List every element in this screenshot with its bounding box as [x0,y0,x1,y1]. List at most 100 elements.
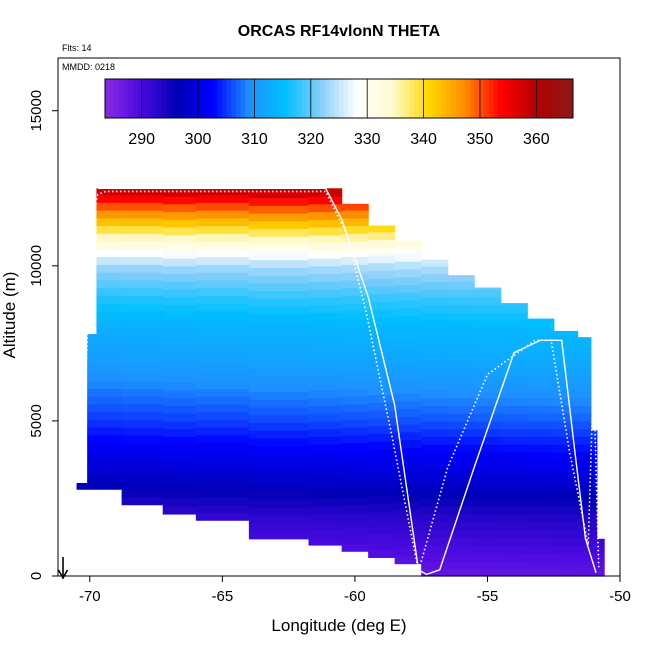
date-annotation: MMDD: 0218 [62,62,115,72]
heatmap-cell [577,420,592,430]
heatmap-cell [527,374,555,383]
heatmap-cell [421,265,449,275]
heatmap-cell [553,513,579,523]
heatmap-cell [596,538,605,546]
heatmap-cell [577,382,592,391]
heatmap-cell [341,481,369,490]
colorbar-cell [217,79,223,118]
heatmap-cell [121,225,164,234]
heatmap-cell [308,304,343,313]
heatmap-cell [590,430,598,438]
heatmap-cell [308,374,343,383]
heatmap-cell [248,290,310,299]
colorbar-cell [437,79,443,118]
heatmap-cell [308,475,343,484]
heatmap-cell [368,239,396,248]
heatmap-cell [195,334,250,343]
heatmap-cell [500,506,528,515]
heatmap-cell [308,405,343,414]
heatmap-cell [195,372,250,382]
colorbar-cell [446,79,452,118]
heatmap-cell [500,327,528,337]
heatmap-cell [368,386,396,396]
colorbar-cell [250,79,256,118]
heatmap-cell [577,337,592,344]
heatmap-cell [553,330,579,337]
heatmap-cell [341,334,369,343]
heatmap-cell [394,486,422,495]
heatmap-cell [195,264,250,273]
heatmap-cell [394,470,422,479]
colorbar-cell [376,79,382,118]
heatmap-cell [577,537,592,546]
heatmap-cell [447,320,475,329]
heatmap-cell [421,444,449,453]
heatmap-cell [341,442,369,451]
heatmap-cell [577,358,592,368]
heatmap-cell [553,529,579,538]
colorbar-cell [203,79,209,118]
heatmap-cell [447,467,475,476]
heatmap-cell [248,453,310,462]
heatmap-cell [96,419,123,428]
heatmap-cell [162,467,197,476]
colorbar-cell [418,79,424,118]
heatmap-cell [195,481,250,490]
heatmap-cell [368,479,396,489]
heatmap-cell [96,310,123,320]
colorbar-cell [427,79,434,118]
heatmap-cell [248,275,310,284]
heatmap-cell [421,374,449,383]
heatmap-cell [577,490,592,500]
heatmap-cell [500,529,528,538]
heatmap-cell [248,259,310,268]
colorbar-cell [301,79,307,118]
heatmap-cell [162,234,197,244]
colorbar-cell [540,79,546,118]
heatmap-cell [308,420,343,430]
heatmap-cell [394,555,422,565]
heatmap-cell [368,549,396,558]
heatmap-cell [447,498,475,507]
colorbar-cell [348,79,354,118]
heatmap-cell [341,458,369,467]
y-tick-label: 0 [28,572,45,580]
heatmap-cell [341,388,369,397]
colorbar-tick-label: 360 [523,131,550,148]
heatmap-cell [394,416,422,425]
heatmap-cell [527,382,555,391]
heatmap-cell [474,366,502,375]
heatmap-cell [195,442,250,451]
heatmap-cell [162,265,197,275]
heatmap-cell [474,389,502,399]
heatmap-cell [500,475,528,484]
heatmap-cell [162,506,197,515]
heatmap-cell [447,413,475,422]
colorbar-tick-label: 330 [354,131,381,148]
heatmap-cell [195,318,250,327]
heatmap-cell [500,382,528,391]
heatmap-cell [421,459,449,469]
heatmap-cell [500,521,528,531]
heatmap-cell [527,366,555,375]
heatmap-cell [96,326,123,335]
heatmap-cell [527,351,555,360]
heatmap-cell [394,241,422,247]
heatmap-cell [121,481,164,490]
heatmap-cell [394,315,422,324]
heatmap-cell [96,287,123,296]
heatmap-cell [308,196,343,205]
heatmap-cell [421,389,449,399]
heatmap-cell [421,490,449,500]
heatmap-cell [195,349,250,358]
heatmap-cell [447,335,475,344]
heatmap-cell [447,420,475,430]
heatmap-cell [248,461,310,470]
heatmap-cell [195,326,250,335]
heatmap-cell [96,264,123,273]
colorbar-cell [226,79,232,118]
heatmap-cell [341,427,369,436]
colorbar-cell [390,79,396,118]
heatmap-cell [121,341,164,351]
heatmap-cell [341,341,369,351]
